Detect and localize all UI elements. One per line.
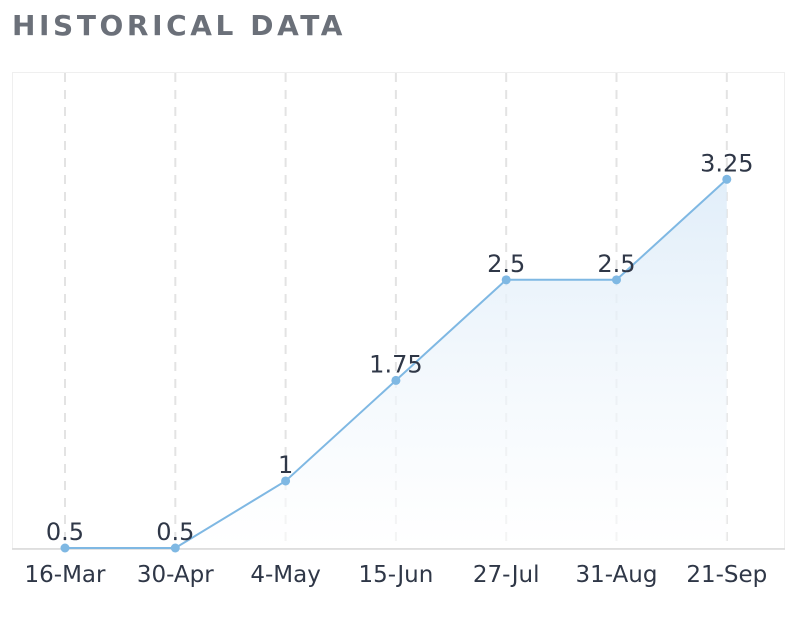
x-tick-label-6: 21-Sep bbox=[686, 562, 767, 588]
chart-title: HISTORICAL DATA bbox=[12, 9, 347, 42]
data-label-0: 0.5 bbox=[46, 518, 84, 546]
x-tick-label-4: 27-Jul bbox=[473, 562, 540, 588]
data-point-1 bbox=[170, 543, 180, 553]
series-area bbox=[65, 179, 727, 549]
x-tick-label-5: 31-Aug bbox=[576, 562, 658, 588]
data-point-5 bbox=[612, 275, 621, 285]
x-tick-label-2: 4-May bbox=[250, 562, 320, 588]
x-axis-ticks: 16-Mar 30-Apr 4-May 15-Jun 27-Jul 31-Aug 21-Se… bbox=[25, 562, 768, 588]
data-points bbox=[60, 174, 732, 553]
x-tick-label-3: 15-Jun bbox=[359, 562, 434, 588]
x-tick-label-0: 16-Mar bbox=[25, 562, 107, 588]
data-point-0 bbox=[60, 543, 70, 553]
data-point-3 bbox=[391, 375, 401, 385]
data-label-2: 1 bbox=[278, 451, 293, 479]
data-point-6 bbox=[722, 174, 732, 184]
x-tick-label-1: 30-Apr bbox=[137, 562, 214, 588]
data-point-2 bbox=[281, 476, 291, 486]
data-label-3: 1.75 bbox=[369, 350, 422, 378]
data-label-6: 3.25 bbox=[700, 149, 753, 177]
data-point-4 bbox=[501, 275, 511, 285]
data-labels: 0.5 0.5 1 1.75 2.5 2.5 3.25 bbox=[46, 149, 754, 546]
data-label-4: 2.5 bbox=[487, 250, 525, 278]
data-label-5: 2.5 bbox=[597, 250, 635, 278]
data-label-1: 0.5 bbox=[156, 518, 194, 546]
